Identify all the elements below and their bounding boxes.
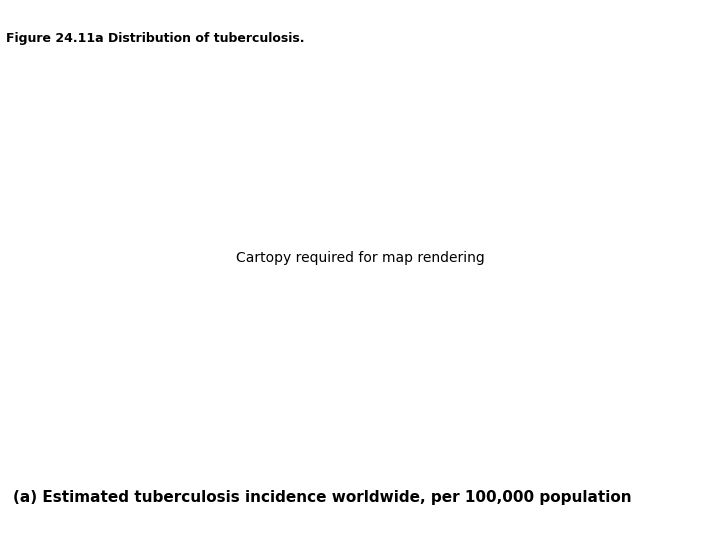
Text: Cartopy required for map rendering: Cartopy required for map rendering [235,251,485,265]
Text: Figure 24.11a Distribution of tuberculosis.: Figure 24.11a Distribution of tuberculos… [6,32,305,45]
Text: (a) Estimated tuberculosis incidence worldwide, per 100,000 population: (a) Estimated tuberculosis incidence wor… [13,490,631,505]
